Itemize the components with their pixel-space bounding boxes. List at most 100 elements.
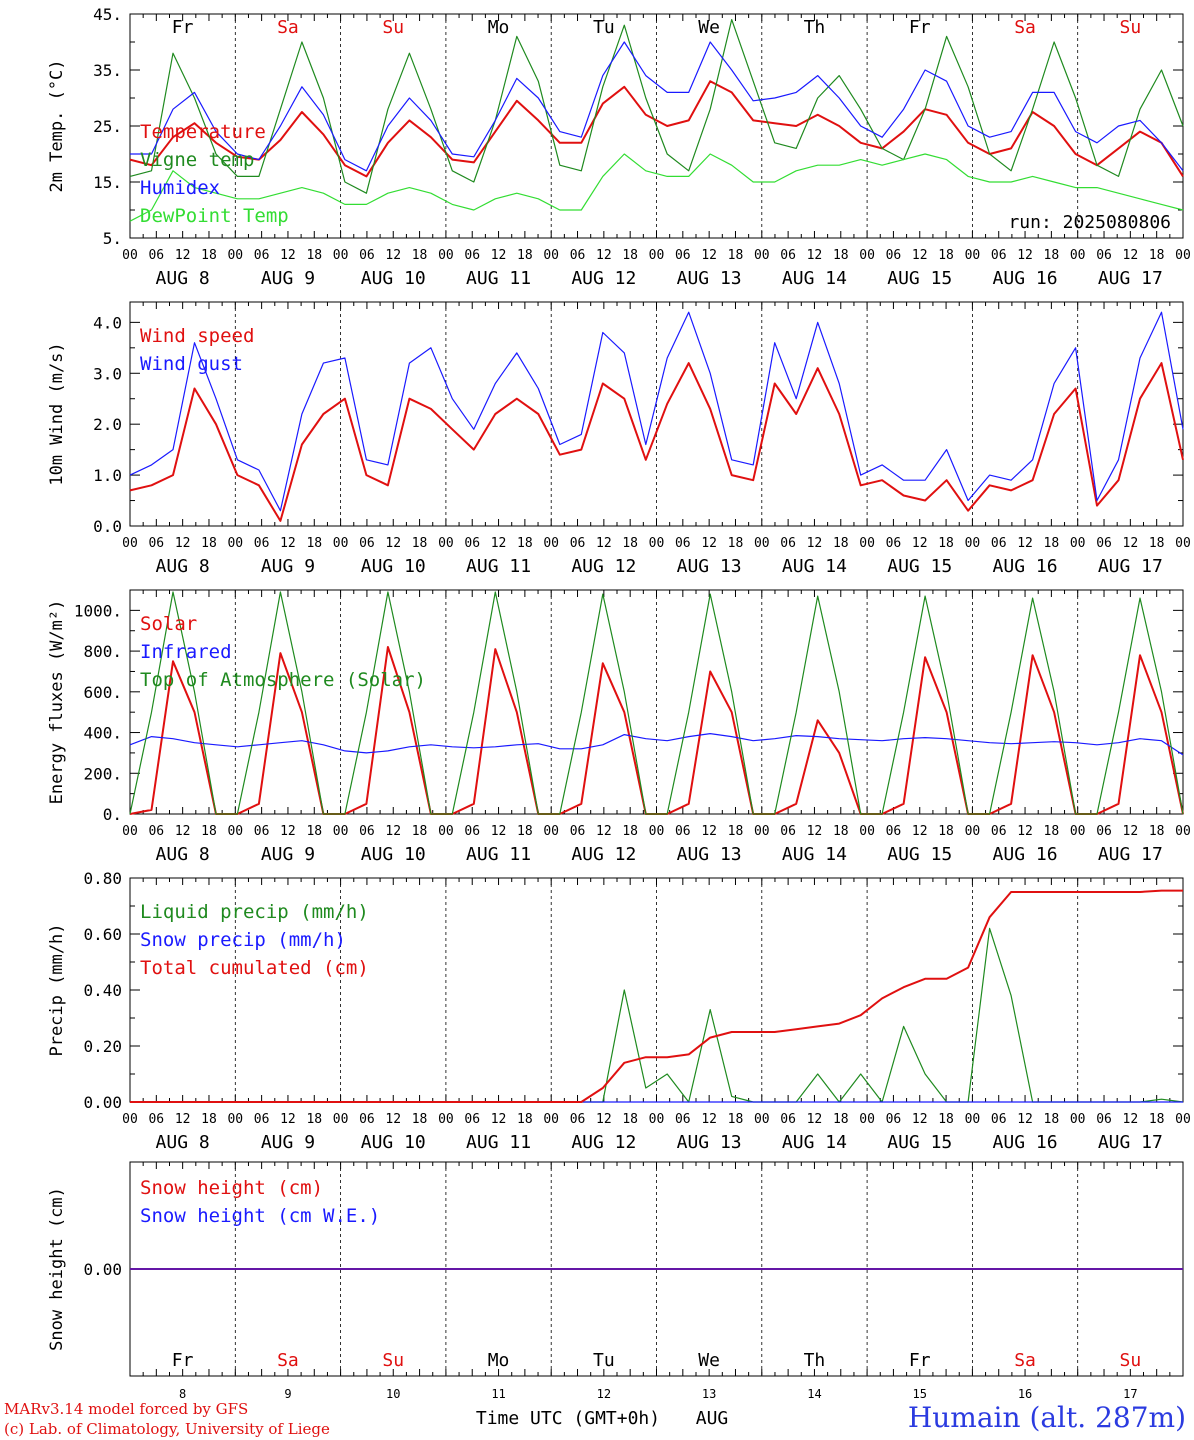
hour-label: 18 — [201, 1112, 217, 1127]
panel-5: 0.00 Snow height (cm) Fr Sa Su Mo Tu We Th Fr Sa Su… — [47, 1161, 1184, 1429]
hour-label: 00 — [649, 536, 665, 551]
date-label: AUG 13 — [677, 556, 742, 577]
hour-label: 06 — [991, 536, 1007, 551]
y-tick-label: 0.80 — [83, 869, 122, 888]
date-label: AUG 13 — [677, 268, 742, 289]
legend-entry: Vigne temp — [140, 149, 254, 171]
hour-label: 00 — [122, 824, 138, 839]
date-label: AUG 12 — [571, 1132, 636, 1153]
y-tick-label: 1000. — [74, 601, 122, 620]
run-label: run: 2025080806 — [1008, 212, 1171, 233]
y-tick-label: 0.00 — [83, 1260, 122, 1279]
date-label: AUG 16 — [993, 556, 1058, 577]
hour-label: 12 — [1017, 536, 1033, 551]
date-label: AUG 17 — [1098, 844, 1163, 865]
hour-label: 00 — [438, 248, 454, 263]
day-number: 8 — [179, 1387, 186, 1401]
hour-label: 12 — [385, 248, 401, 263]
hour-label: 12 — [912, 248, 928, 263]
hour-label: 12 — [701, 1112, 717, 1127]
hour-label: 00 — [754, 824, 770, 839]
hour-label: 06 — [780, 824, 796, 839]
hour-label: 00 — [1070, 824, 1086, 839]
date-label: AUG 11 — [466, 268, 531, 289]
day-number: 16 — [1018, 1387, 1032, 1401]
hour-label: 18 — [622, 248, 638, 263]
hour-label: 18 — [201, 248, 217, 263]
hour-label: 12 — [807, 536, 823, 551]
hour-label: 00 — [859, 824, 875, 839]
hour-label: 12 — [491, 536, 507, 551]
hour-label: 06 — [254, 248, 270, 263]
hour-label: 06 — [359, 536, 375, 551]
hour-label: 06 — [148, 824, 164, 839]
hour-label: 00 — [1175, 248, 1191, 263]
hour-label: 00 — [649, 1112, 665, 1127]
hour-label: 18 — [938, 1112, 954, 1127]
hour-label: 00 — [333, 536, 349, 551]
day-name: Su — [382, 1350, 404, 1371]
hour-label: 18 — [622, 1112, 638, 1127]
hour-label: 18 — [517, 248, 533, 263]
y-tick-label: 0.20 — [83, 1037, 122, 1056]
hour-label: 00 — [859, 1112, 875, 1127]
hour-label: 06 — [570, 1112, 586, 1127]
series-line-wind-gust — [129, 311, 1184, 512]
y-axis-label: Energy fluxes (W/m²) — [47, 600, 67, 805]
hour-label: 12 — [175, 536, 191, 551]
hour-label: 06 — [886, 248, 902, 263]
date-label: AUG 8 — [156, 268, 210, 289]
hour-label: 00 — [122, 536, 138, 551]
y-tick-label: 800. — [83, 642, 122, 661]
hour-label: 18 — [1149, 1112, 1165, 1127]
y-tick-label: 5. — [103, 229, 122, 248]
hour-label: 06 — [780, 1112, 796, 1127]
hour-label: 18 — [622, 824, 638, 839]
hour-label: 12 — [701, 536, 717, 551]
date-label: AUG 12 — [571, 844, 636, 865]
date-label: AUG 13 — [677, 844, 742, 865]
hour-label: 12 — [1123, 248, 1139, 263]
hour-label: 06 — [254, 1112, 270, 1127]
hour-label: 12 — [807, 248, 823, 263]
hour-label: 00 — [754, 1112, 770, 1127]
date-label: AUG 12 — [571, 268, 636, 289]
hour-label: 12 — [596, 248, 612, 263]
date-label: AUG 13 — [677, 1132, 742, 1153]
hour-label: 12 — [175, 248, 191, 263]
date-label: AUG 8 — [156, 556, 210, 577]
x-axis-month: AUG — [696, 1408, 729, 1429]
hour-label: 18 — [412, 248, 428, 263]
hour-label: 00 — [1070, 536, 1086, 551]
y-tick-label: 3.0 — [93, 364, 122, 383]
hour-label: 12 — [491, 248, 507, 263]
day-number: 10 — [386, 1387, 400, 1401]
y-tick-label: 2.0 — [93, 415, 122, 434]
day-number: 14 — [807, 1387, 821, 1401]
hour-label: 06 — [886, 824, 902, 839]
hour-label: 18 — [1044, 536, 1060, 551]
y-tick-label: 4.0 — [93, 313, 122, 332]
hour-label: 12 — [1017, 248, 1033, 263]
date-label: AUG 8 — [156, 1132, 210, 1153]
hour-label: 18 — [201, 824, 217, 839]
day-name: We — [698, 1350, 720, 1371]
hour-label: 06 — [675, 536, 691, 551]
date-label: AUG 15 — [887, 844, 952, 865]
y-axis-label: Precip (mm/h) — [47, 923, 67, 1056]
day-name: Mo — [488, 17, 510, 38]
date-label: AUG 15 — [887, 268, 952, 289]
day-name: Sa — [277, 1350, 299, 1371]
hour-label: 00 — [227, 824, 243, 839]
y-tick-label: 0.40 — [83, 981, 122, 1000]
hour-label: 00 — [859, 536, 875, 551]
hour-label: 12 — [1017, 824, 1033, 839]
hour-label: 06 — [991, 1112, 1007, 1127]
day-name: Su — [1120, 17, 1142, 38]
date-label: AUG 17 — [1098, 1132, 1163, 1153]
hour-label: 00 — [438, 824, 454, 839]
date-label: AUG 14 — [782, 556, 847, 577]
date-label: AUG 15 — [887, 556, 952, 577]
hour-label: 18 — [622, 536, 638, 551]
hour-label: 18 — [938, 536, 954, 551]
